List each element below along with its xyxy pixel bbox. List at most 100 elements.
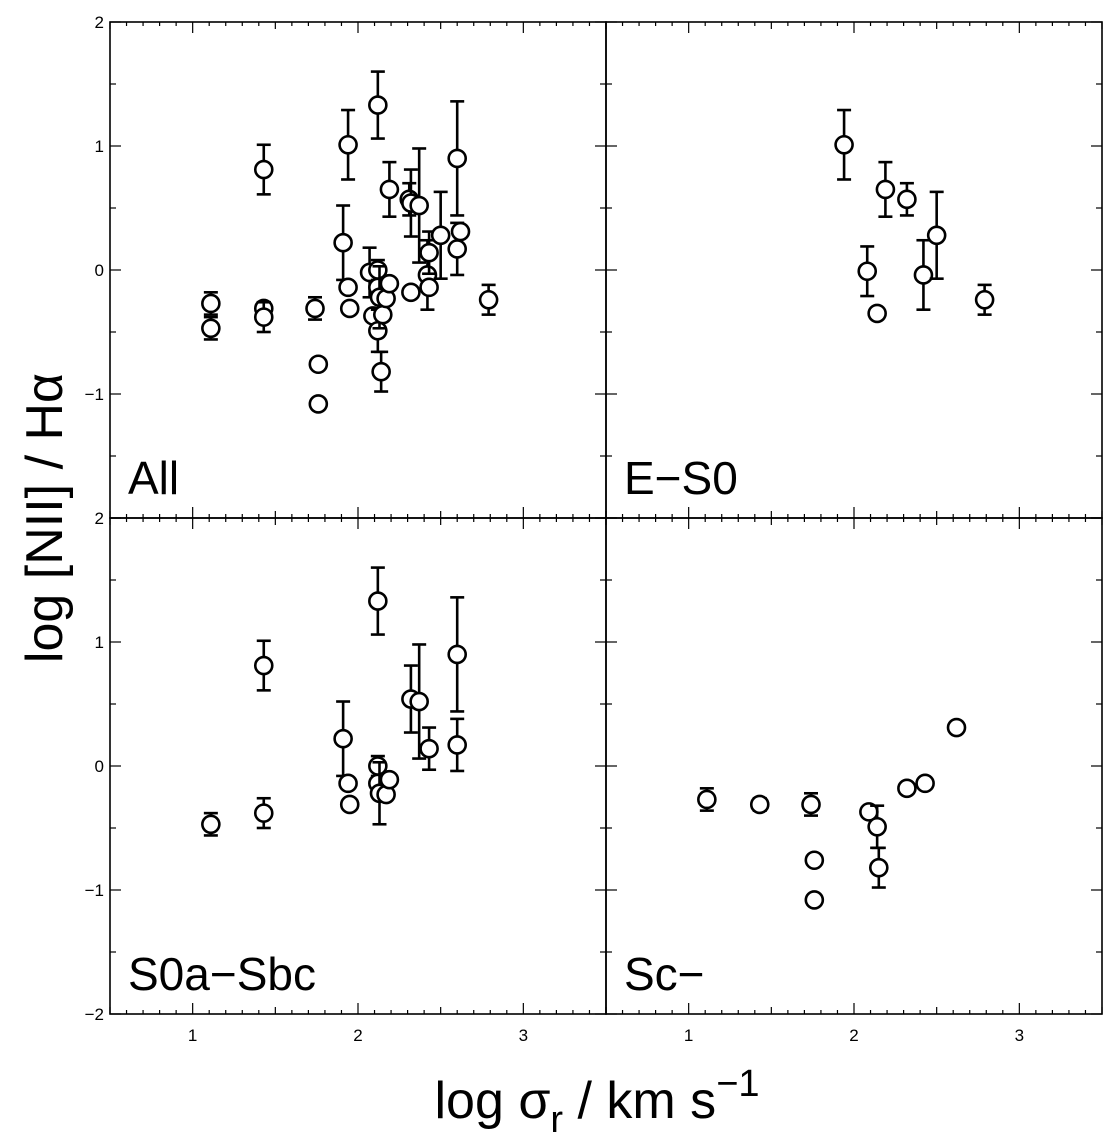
data-point [897,778,917,799]
panel-label: E−S0 [624,452,738,504]
data-marker [447,644,468,665]
panel-frame [109,517,607,1015]
data-marker [308,354,329,375]
data-marker [804,890,825,910]
data-marker [450,221,471,242]
data-point [926,190,947,280]
panel-label: All [128,452,179,504]
data-point [253,143,274,196]
data-point [447,221,468,277]
data-point [834,108,854,181]
data-point [974,283,995,316]
data-marker [974,289,995,310]
panel-label: Sc− [624,948,705,1000]
x-axis-label-exponent: −1 [716,1063,759,1105]
x-axis-label-unit: / km s [563,1072,716,1130]
data-point [447,717,468,773]
y-tick-label: −1 [85,881,104,900]
data-marker [253,655,274,676]
data-point [379,273,400,294]
data-marker [875,179,896,200]
data-marker [253,803,274,823]
data-marker [915,773,935,794]
data-point [201,291,221,316]
data-marker [379,769,400,790]
data-marker [447,239,468,259]
data-point [419,726,439,772]
data-point [201,315,221,341]
data-point [409,147,429,264]
data-point [338,108,358,181]
data-marker [447,148,468,169]
data-marker [308,394,329,414]
data-marker [372,304,393,325]
data-point [338,773,358,794]
panel-top-right: E−S0 [605,21,1103,519]
data-marker [834,134,854,155]
data-marker [946,717,967,738]
data-marker [801,794,821,815]
data-point [897,181,917,217]
data-point [804,850,825,871]
data-point [371,350,391,393]
panel-label: S0a−Sbc [128,948,316,1000]
data-point [368,70,388,140]
panel-bottom-right: 1 2 3 Sc− [605,517,1103,1045]
data-point [447,596,468,713]
data-point [339,298,360,319]
data-point [338,277,358,298]
data-point [368,566,388,636]
y-tick-label: −2 [85,1005,104,1024]
data-point [478,283,499,316]
data-marker [430,225,451,246]
x-axis-label: log σr / km s−1 [434,1063,759,1141]
data-marker [339,298,360,319]
data-marker [201,814,221,835]
data-marker [368,95,388,115]
data-point [339,794,360,815]
data-marker [368,591,388,611]
data-marker [913,265,934,285]
data-point [253,300,274,334]
data-marker [926,225,947,246]
data-marker [338,773,358,794]
data-marker [305,298,325,319]
data-point [201,811,221,837]
data-point [913,238,934,311]
data-point [333,700,353,778]
data-marker [857,261,878,282]
y-tick-label: 1 [95,137,104,156]
data-marker [697,789,717,810]
y-tick-label: 2 [95,13,104,32]
data-point [430,190,451,280]
data-point [401,282,421,303]
data-marker [447,735,468,755]
data-marker [379,179,400,200]
data-point [333,204,353,282]
x-tick-label: 3 [519,1026,528,1045]
x-tick-label: 2 [353,1026,362,1045]
data-point [308,394,329,414]
x-axis-label-subscript: r [550,1099,563,1141]
data-point [419,277,439,298]
data-marker [804,850,825,871]
data-marker [419,242,439,263]
panel-bottom-left: −2 −1 0 1 2 1 2 3 S0a−Sbc [85,509,607,1045]
data-point [749,794,770,815]
data-point [867,303,887,324]
data-marker [409,691,429,712]
data-marker [338,134,358,155]
x-tick-label: 1 [188,1026,197,1045]
data-point [379,160,400,218]
data-marker [897,189,917,210]
data-marker [868,857,889,878]
data-marker [339,794,360,815]
x-tick-label: 2 [849,1026,858,1045]
data-point [801,791,821,817]
y-tick-label: 2 [95,509,104,528]
data-marker [368,320,388,341]
data-marker [253,307,274,327]
data-marker [478,289,499,310]
panel-top-left: −1 0 1 2 All [85,13,607,519]
data-point [305,295,325,321]
